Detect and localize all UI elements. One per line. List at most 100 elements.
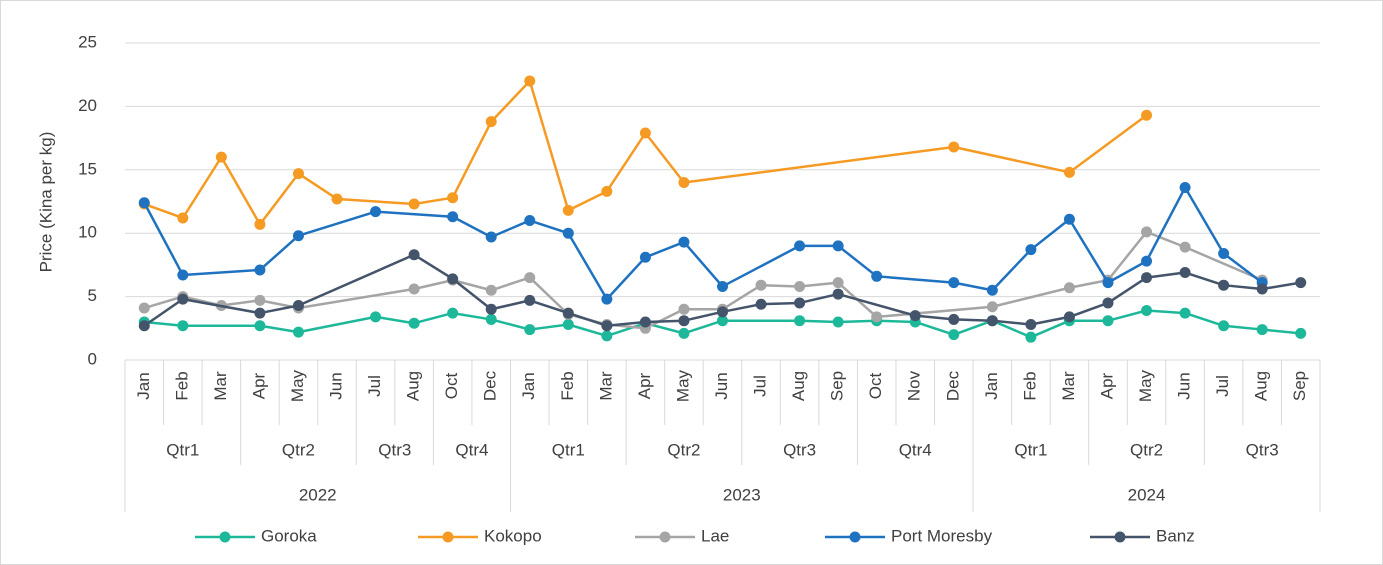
point <box>292 230 304 242</box>
line-segment <box>529 219 569 235</box>
line-segment <box>683 241 724 288</box>
line-segment <box>606 322 646 338</box>
month-label: Mar <box>1059 371 1078 401</box>
point <box>986 301 998 313</box>
line-segment <box>1184 186 1225 255</box>
line-segment <box>1107 231 1148 281</box>
line-segment <box>953 145 1070 174</box>
month-label: Jan <box>982 372 1001 399</box>
point <box>1141 226 1153 238</box>
line-segment <box>259 324 299 334</box>
point <box>832 288 844 300</box>
point <box>755 298 767 310</box>
point <box>794 315 806 327</box>
line-segment <box>181 156 223 219</box>
legend-label: Kokopo <box>484 526 542 545</box>
month-label: Jul <box>1213 375 1232 397</box>
point <box>408 249 420 261</box>
line-segment <box>1184 271 1225 287</box>
line-segment <box>683 310 723 322</box>
line-segment <box>529 323 569 331</box>
line-segment <box>258 172 300 226</box>
line-segment <box>683 145 954 184</box>
month-label: Dec <box>481 370 500 401</box>
point <box>1141 272 1153 284</box>
line-segment <box>143 202 184 276</box>
year-label: 2022 <box>299 485 337 504</box>
point <box>948 141 960 153</box>
line-segment <box>799 281 839 288</box>
line-segment <box>220 156 262 225</box>
line-segment <box>452 215 492 239</box>
legend-label: Lae <box>701 526 729 545</box>
line-segment <box>452 311 492 321</box>
quarter-label: Qtr3 <box>1246 440 1279 459</box>
line-segment <box>1262 328 1301 335</box>
quarter-label: Qtr1 <box>552 440 585 459</box>
point <box>1295 327 1307 339</box>
quarter-label: Qtr4 <box>455 440 488 459</box>
line-segment <box>1145 186 1187 262</box>
line-segment <box>721 244 801 288</box>
year-label: 2024 <box>1128 485 1166 504</box>
line-segment <box>1107 276 1148 304</box>
line-segment <box>992 286 1070 308</box>
point <box>678 303 690 315</box>
point <box>177 320 189 332</box>
point <box>1179 182 1191 194</box>
line-segment <box>1030 315 1070 326</box>
line-segment <box>529 299 569 315</box>
point <box>1179 267 1191 279</box>
line-segment <box>336 197 415 206</box>
line-segment <box>298 315 376 334</box>
month-label: Feb <box>1020 371 1039 400</box>
point <box>524 294 536 306</box>
point <box>138 320 150 332</box>
point <box>871 270 883 282</box>
quarter-label: Qtr2 <box>282 440 315 459</box>
legend-label: Port Moresby <box>891 526 993 545</box>
legend-marker <box>219 531 231 543</box>
month-label: Feb <box>558 371 577 400</box>
point <box>524 324 536 336</box>
point <box>794 280 806 292</box>
month-label: Sep <box>1290 371 1309 401</box>
point <box>485 231 497 243</box>
y-tick-label: 25 <box>78 32 97 51</box>
point <box>370 311 382 323</box>
point <box>292 299 304 311</box>
line-segment <box>297 172 338 201</box>
point <box>986 315 998 327</box>
month-label: Aug <box>404 371 423 401</box>
line-segment <box>451 121 493 199</box>
point <box>601 185 613 197</box>
line-segment <box>567 232 608 300</box>
point <box>832 240 844 252</box>
line-segment <box>143 298 184 327</box>
line-segment <box>451 277 492 311</box>
point <box>292 326 304 338</box>
point <box>678 176 690 188</box>
point <box>447 273 459 285</box>
point <box>1141 109 1153 121</box>
quarter-label: Qtr2 <box>667 440 700 459</box>
point <box>1179 241 1191 253</box>
month-label: Dec <box>943 370 962 401</box>
point <box>948 329 960 341</box>
point <box>562 307 574 319</box>
point <box>177 212 189 224</box>
line-segment <box>761 301 800 306</box>
line-segment <box>914 320 955 336</box>
line-segment <box>567 323 608 338</box>
line-segment <box>413 253 454 280</box>
y-tick-label: 15 <box>78 159 97 178</box>
month-label: Nov <box>905 370 924 401</box>
line-segment <box>413 311 453 325</box>
line-segment <box>452 278 492 292</box>
line-segment <box>991 319 1032 339</box>
month-label: Jun <box>1175 372 1194 399</box>
line-segment <box>799 319 839 324</box>
point <box>601 320 613 332</box>
line-segment <box>1184 245 1263 282</box>
line-segment <box>683 319 723 335</box>
